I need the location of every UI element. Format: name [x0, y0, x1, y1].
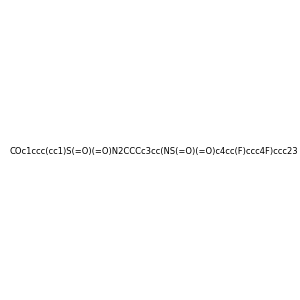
- Text: COc1ccc(cc1)S(=O)(=O)N2CCCc3cc(NS(=O)(=O)c4cc(F)ccc4F)ccc23: COc1ccc(cc1)S(=O)(=O)N2CCCc3cc(NS(=O)(=O…: [9, 147, 298, 156]
